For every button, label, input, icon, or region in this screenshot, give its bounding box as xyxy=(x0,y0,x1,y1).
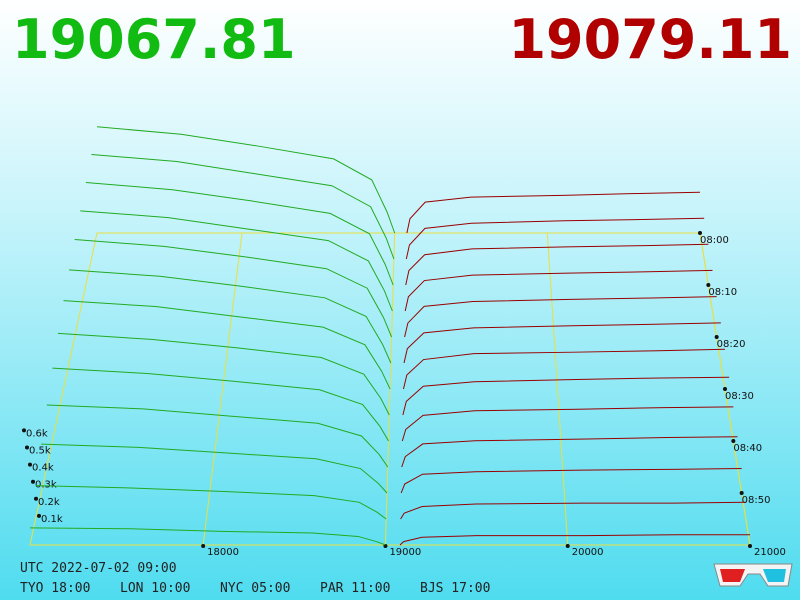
ask-depth-line xyxy=(402,348,726,390)
time-tick-mark xyxy=(731,439,736,443)
ask-depth-line xyxy=(405,217,705,260)
x-tick-label: 20000 xyxy=(572,547,604,558)
floor: 18000 19000 20000 21000 0.1k 0.2k 0.3k 0.4k 0.5k… xyxy=(22,231,786,558)
ask-depth-line xyxy=(400,501,746,520)
grid-line xyxy=(546,232,569,546)
y-tick-label: 0.1k xyxy=(41,514,63,525)
y-tick-label: 0.3k xyxy=(35,480,57,491)
ask-depth-line xyxy=(399,534,750,546)
x-tick-label: 18000 xyxy=(207,547,239,558)
bid-depth-line xyxy=(29,527,386,546)
ask-depth-line xyxy=(401,436,738,468)
zone-time: PAR 11:00 xyxy=(320,581,390,596)
bid-depth-line xyxy=(91,153,395,260)
3d-glasses-button[interactable] xyxy=(713,563,793,587)
bid-depth-line xyxy=(46,404,389,468)
ask-depth-line xyxy=(404,296,717,338)
zone-time: BJS 17:00 xyxy=(420,581,490,596)
ask-depth-line xyxy=(404,269,713,312)
y-tick-label: 0.4k xyxy=(32,463,54,474)
x-tick-mark xyxy=(748,544,752,548)
ask-depth-line xyxy=(401,406,734,442)
ask-depth-line xyxy=(405,243,709,286)
x-tick-mark xyxy=(565,544,570,548)
bid-depth-line xyxy=(35,485,387,520)
y-tick-label: 0.5k xyxy=(29,446,51,457)
time-tick-mark xyxy=(739,491,744,495)
time-tick-label: 08:10 xyxy=(708,287,737,298)
glasses-cyan-lens xyxy=(763,569,786,582)
ask-depth-line xyxy=(400,468,742,494)
zone-time: LON 10:00 xyxy=(120,581,190,596)
best-ask: 19079.11 xyxy=(508,8,792,71)
ask-depth-line xyxy=(406,191,701,234)
bid-depth-line xyxy=(52,367,389,442)
bid-depth-line xyxy=(57,332,390,416)
ask-depth-line xyxy=(402,376,730,416)
y-tick-label: 0.6k xyxy=(26,428,48,439)
zone-time: TYO 18:00 xyxy=(20,581,90,596)
best-bid: 19067.81 xyxy=(12,8,296,71)
x-tick-mark xyxy=(201,544,206,548)
time-tick-label: 08:20 xyxy=(717,339,746,350)
bid-depth-line xyxy=(41,443,388,494)
time-tick-mark xyxy=(723,387,727,391)
y-tick-label: 0.2k xyxy=(38,497,60,508)
ask-depth-line xyxy=(403,322,721,364)
x-tick-label: 21000 xyxy=(754,547,786,558)
glasses-red-lens xyxy=(720,569,745,582)
y-tick-mark xyxy=(34,496,38,501)
utc-time: UTC 2022-07-02 09:00 xyxy=(20,561,177,576)
time-tick-label: 08:30 xyxy=(725,391,754,402)
bid-depth-line xyxy=(96,126,396,234)
zone-time: NYC 05:00 xyxy=(220,581,290,596)
bid-depth-line xyxy=(69,269,392,364)
bid-depth-line xyxy=(63,300,391,390)
y-tick-mark xyxy=(28,462,32,467)
x-tick-label: 19000 xyxy=(389,547,421,558)
time-tick-label: 08:40 xyxy=(733,443,762,454)
bid-depth-line xyxy=(74,238,393,338)
bid-depth-line xyxy=(85,181,394,286)
time-tick-label: 08:50 xyxy=(742,495,771,506)
plot xyxy=(29,126,750,546)
time-tick-label: 08:00 xyxy=(700,235,729,246)
time-tick-mark xyxy=(698,231,702,235)
grid-line xyxy=(202,232,243,546)
y-tick-mark xyxy=(37,513,41,518)
y-tick-mark xyxy=(22,428,26,433)
y-tick-mark xyxy=(31,479,35,484)
y-tick-mark xyxy=(25,445,29,450)
bid-depth-line xyxy=(80,210,393,312)
time-tick-mark xyxy=(706,283,711,287)
time-tick-mark xyxy=(714,335,719,339)
